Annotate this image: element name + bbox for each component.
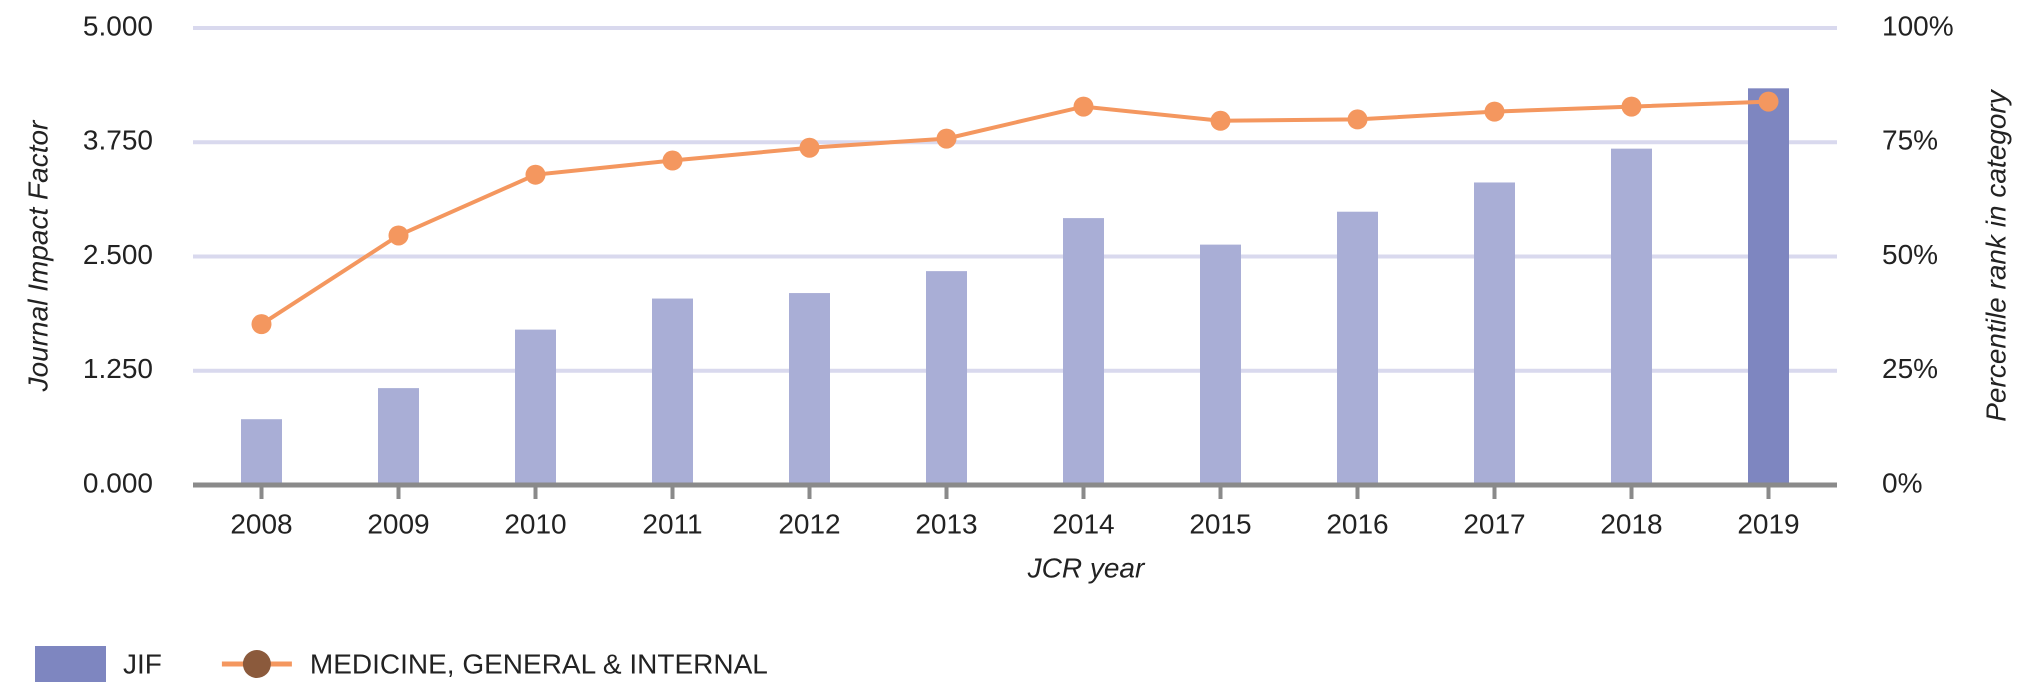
bar	[1748, 88, 1789, 485]
line-point	[525, 164, 546, 185]
line-point	[251, 314, 272, 335]
bar	[652, 298, 693, 485]
y-tick-label: 0.000	[83, 467, 153, 498]
y2-tick-label: 75%	[1882, 125, 1938, 156]
y-axis-title: Journal Impact Factor	[22, 119, 53, 392]
y-tick-label: 3.750	[83, 125, 153, 156]
line-point	[388, 225, 409, 246]
x-tick-label: 2015	[1189, 508, 1251, 539]
bar	[515, 329, 556, 485]
legend-label: MEDICINE, GENERAL & INTERNAL	[310, 648, 768, 679]
x-axis-title: JCR year	[1027, 552, 1146, 583]
legend-label: JIF	[123, 648, 162, 679]
legend-marker	[242, 650, 271, 678]
bar	[241, 419, 282, 485]
y-tick-label: 2.500	[83, 239, 153, 270]
line	[260, 99, 1769, 326]
y2-axis-title: Percentile rank in category	[1980, 88, 2011, 422]
x-tick-label: 2019	[1737, 508, 1799, 539]
y2-tick-label: 25%	[1882, 353, 1938, 384]
line-point	[1347, 109, 1368, 130]
x-tick-label: 2014	[1052, 508, 1114, 539]
line-point	[662, 150, 683, 171]
y2-tick-label: 0%	[1882, 467, 1922, 498]
x-tick-label: 2018	[1600, 508, 1662, 539]
x-tick-label: 2009	[367, 508, 429, 539]
x-tick-label: 2017	[1463, 508, 1525, 539]
bar	[1337, 211, 1378, 486]
line-point	[799, 137, 820, 158]
bar	[1200, 244, 1241, 485]
line-point	[936, 128, 957, 149]
x-tick-label: 2016	[1326, 508, 1388, 539]
x-tick-label: 2008	[230, 508, 292, 539]
line-point	[1621, 96, 1642, 117]
y-tick-label: 5.000	[83, 10, 153, 41]
bar	[1063, 218, 1104, 485]
bar	[926, 271, 967, 485]
legend-swatch	[35, 646, 106, 682]
y2-tick-label: 50%	[1882, 239, 1938, 270]
line-point	[1073, 96, 1094, 117]
line-point	[1210, 110, 1231, 131]
line-point	[1484, 101, 1505, 122]
bar	[789, 293, 830, 485]
x-tick-label: 2010	[504, 508, 566, 539]
y-tick-label: 1.250	[83, 353, 153, 384]
y2-tick-label: 100%	[1882, 10, 1954, 41]
x-tick-label: 2011	[642, 508, 702, 539]
bar	[1611, 148, 1652, 485]
bar	[378, 388, 419, 485]
line-point	[1758, 91, 1779, 112]
x-tick-label: 2013	[915, 508, 977, 539]
x-tick-label: 2012	[778, 508, 840, 539]
bar	[1474, 182, 1515, 485]
